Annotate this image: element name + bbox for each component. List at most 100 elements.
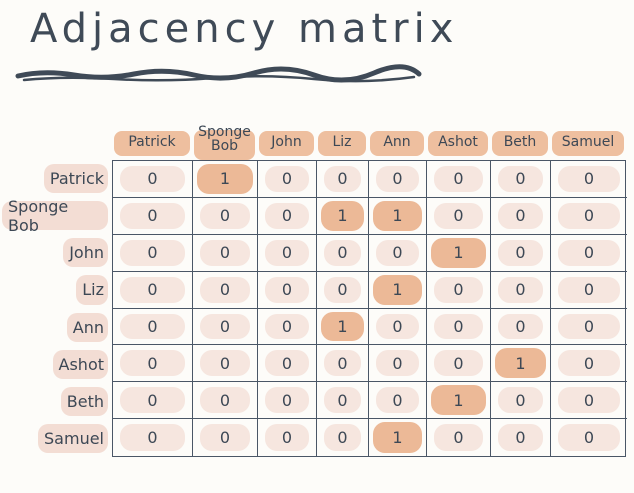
matrix-cell: 0 <box>113 161 193 198</box>
matrix-cell: 0 <box>113 234 193 272</box>
cell-highlight <box>324 166 361 192</box>
column-label-text: John <box>271 134 302 150</box>
matrix-cell: 0 <box>193 345 258 383</box>
cell-value: 0 <box>453 280 464 300</box>
matrix-cell: 0 <box>317 161 369 198</box>
row-label-highlight <box>53 349 108 379</box>
cell-highlight <box>200 276 250 303</box>
cell-value: 0 <box>281 316 293 336</box>
cell-highlight <box>558 166 620 192</box>
cell-value: 0 <box>281 243 293 263</box>
row-label-highlight <box>2 201 108 231</box>
row-label-highlight <box>67 312 108 342</box>
cell-value: 0 <box>453 428 464 448</box>
matrix-cell: 0 <box>113 419 193 456</box>
cell-highlight <box>120 166 185 192</box>
matrix-cell: 0 <box>551 161 627 198</box>
cell-highlight <box>373 274 422 305</box>
matrix-cell: 0 <box>193 308 258 346</box>
cell-highlight <box>558 202 620 229</box>
cell-highlight <box>265 166 309 192</box>
cell-highlight <box>376 350 419 377</box>
matrix-cell: 1 <box>369 197 427 235</box>
matrix-cell: 0 <box>317 271 369 309</box>
matrix-cell: 0 <box>369 345 427 383</box>
adjacency-matrix-grid: 0 1 0 0 0 0 0 0 0 0 0 1 1 0 0 0 0 0 0 0 0 1 0 0 0 0 0 0 1 0 0 0 0 0 0 1 0 0 0 0… <box>112 160 627 457</box>
cell-value: 0 <box>453 316 464 336</box>
cell-value: 0 <box>515 280 526 300</box>
cell-highlight <box>200 313 250 340</box>
cell-value: 0 <box>453 206 464 226</box>
cell-value: 0 <box>583 280 595 300</box>
cell-value: 0 <box>392 243 403 263</box>
matrix-cell: 0 <box>258 345 317 383</box>
row-label-text: John <box>69 243 104 263</box>
cell-highlight <box>434 313 483 340</box>
matrix-cell: 0 <box>193 419 258 456</box>
cell-highlight <box>265 424 309 451</box>
matrix-cell: 1 <box>369 419 427 456</box>
cell-highlight <box>200 424 250 451</box>
matrix-cell: 0 <box>551 382 627 420</box>
column-label: Ann <box>368 128 426 156</box>
cell-highlight <box>120 313 185 340</box>
matrix-cell: 0 <box>258 271 317 309</box>
matrix-cell: 0 <box>427 197 491 235</box>
row-label: Beth <box>8 383 108 420</box>
cell-value: 0 <box>583 428 595 448</box>
matrix-cell: 0 <box>491 419 551 456</box>
matrix-cell: 1 <box>317 308 369 346</box>
row-label-text: Ann <box>72 317 104 337</box>
cell-value: 0 <box>515 316 526 336</box>
cell-value: 0 <box>583 169 595 189</box>
matrix-cell: 0 <box>193 271 258 309</box>
column-label-highlight <box>492 131 548 156</box>
cell-highlight <box>434 350 483 377</box>
matrix-cell: 0 <box>491 308 551 346</box>
matrix-cell: 0 <box>113 345 193 383</box>
cell-value: 0 <box>147 280 158 300</box>
matrix-cell: 0 <box>317 345 369 383</box>
cell-value: 0 <box>392 390 403 410</box>
matrix-cell: 0 <box>551 309 627 346</box>
matrix-cell: 0 <box>491 234 551 272</box>
cell-highlight <box>120 276 185 303</box>
column-label-text: Beth <box>503 134 537 150</box>
cell-highlight <box>324 276 361 303</box>
cell-highlight <box>558 239 620 266</box>
column-label-text: Liz <box>332 134 352 150</box>
cell-highlight <box>265 276 309 303</box>
cell-highlight <box>434 202 483 229</box>
row-label-text: Patrick <box>49 169 104 189</box>
cell-value: 1 <box>392 206 403 226</box>
cell-value: 0 <box>281 280 293 300</box>
row-label-highlight <box>63 238 108 268</box>
cell-highlight <box>373 200 422 231</box>
cell-value: 0 <box>281 353 293 373</box>
matrix-cell: 0 <box>113 308 193 346</box>
row-label-text: Liz <box>82 280 104 300</box>
matrix-cell: 0 <box>491 382 551 420</box>
cell-value: 0 <box>219 428 231 448</box>
matrix-cell: 0 <box>369 161 427 198</box>
row-label-text: Sponge Bob <box>8 196 69 235</box>
cell-value: 0 <box>583 316 595 336</box>
column-label-highlight <box>428 131 488 156</box>
cell-highlight <box>120 424 185 451</box>
matrix-cell: 0 <box>258 382 317 420</box>
cell-highlight <box>376 313 419 340</box>
matrix-cell: 0 <box>369 308 427 346</box>
matrix-cell: 0 <box>258 234 317 272</box>
row-label-highlight <box>61 386 108 416</box>
column-label-highlight <box>114 131 190 156</box>
matrix-cell: 0 <box>551 235 627 272</box>
cell-value: 0 <box>515 169 526 189</box>
column-label-highlight <box>318 131 366 156</box>
matrix-cell: 0 <box>427 161 491 198</box>
cell-highlight <box>434 276 483 303</box>
cell-value: 0 <box>219 280 231 300</box>
cell-value: 0 <box>515 206 526 226</box>
matrix-cell: 0 <box>551 345 627 383</box>
cell-value: 1 <box>392 428 403 448</box>
cell-value: 0 <box>147 390 158 410</box>
